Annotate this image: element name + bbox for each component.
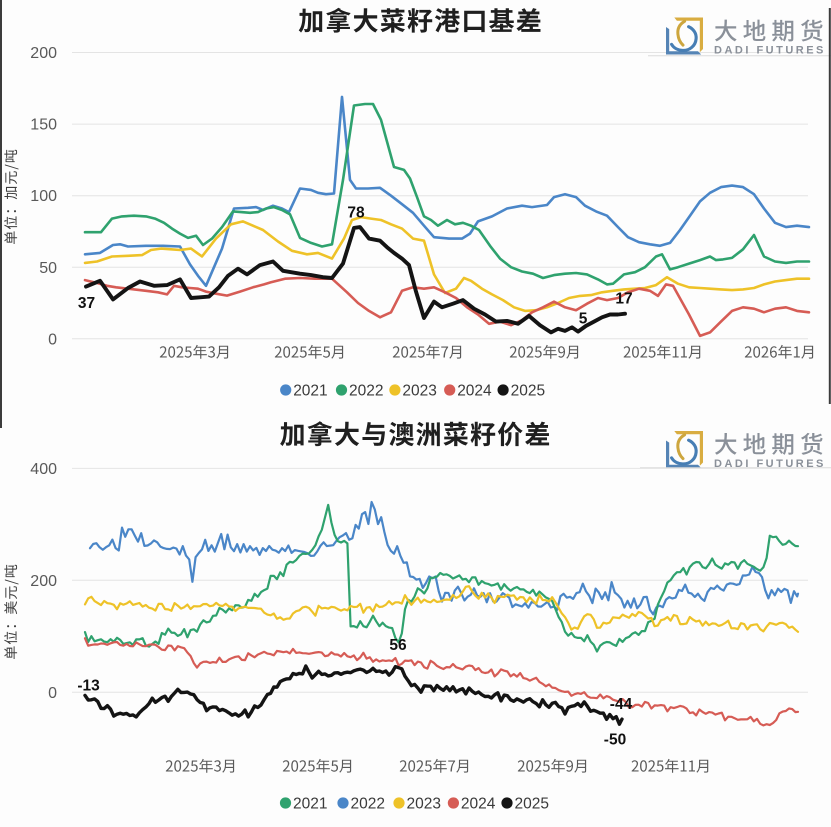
svg-text:2023: 2023: [402, 382, 436, 399]
svg-text:400: 400: [30, 461, 57, 478]
svg-text:-13: -13: [77, 678, 100, 695]
svg-text:0: 0: [48, 331, 57, 348]
svg-text:2025: 2025: [515, 795, 549, 812]
svg-text:DADI FUTURES: DADI FUTURES: [714, 45, 826, 57]
svg-text:200: 200: [30, 45, 57, 62]
svg-text:50: 50: [39, 260, 57, 277]
svg-text:2024: 2024: [457, 382, 492, 399]
svg-text:5: 5: [579, 311, 588, 328]
svg-text:100: 100: [30, 188, 57, 205]
svg-text:2025: 2025: [511, 382, 545, 399]
svg-text:2021: 2021: [293, 795, 327, 812]
svg-text:17: 17: [615, 291, 632, 308]
svg-text:78: 78: [347, 205, 365, 222]
svg-text:DADI FUTURES: DADI FUTURES: [714, 458, 826, 470]
svg-text:37: 37: [78, 295, 95, 312]
svg-text:200: 200: [30, 573, 57, 590]
svg-text:-44: -44: [610, 696, 633, 713]
svg-text:0: 0: [48, 685, 57, 702]
svg-text:2022: 2022: [349, 382, 383, 399]
svg-text:2023: 2023: [407, 795, 441, 812]
svg-text:-50: -50: [604, 732, 626, 749]
svg-text:2021: 2021: [293, 382, 327, 399]
svg-text:56: 56: [389, 637, 407, 654]
svg-text:2024: 2024: [461, 795, 496, 812]
svg-text:150: 150: [30, 117, 57, 134]
svg-text:2022: 2022: [351, 795, 385, 812]
